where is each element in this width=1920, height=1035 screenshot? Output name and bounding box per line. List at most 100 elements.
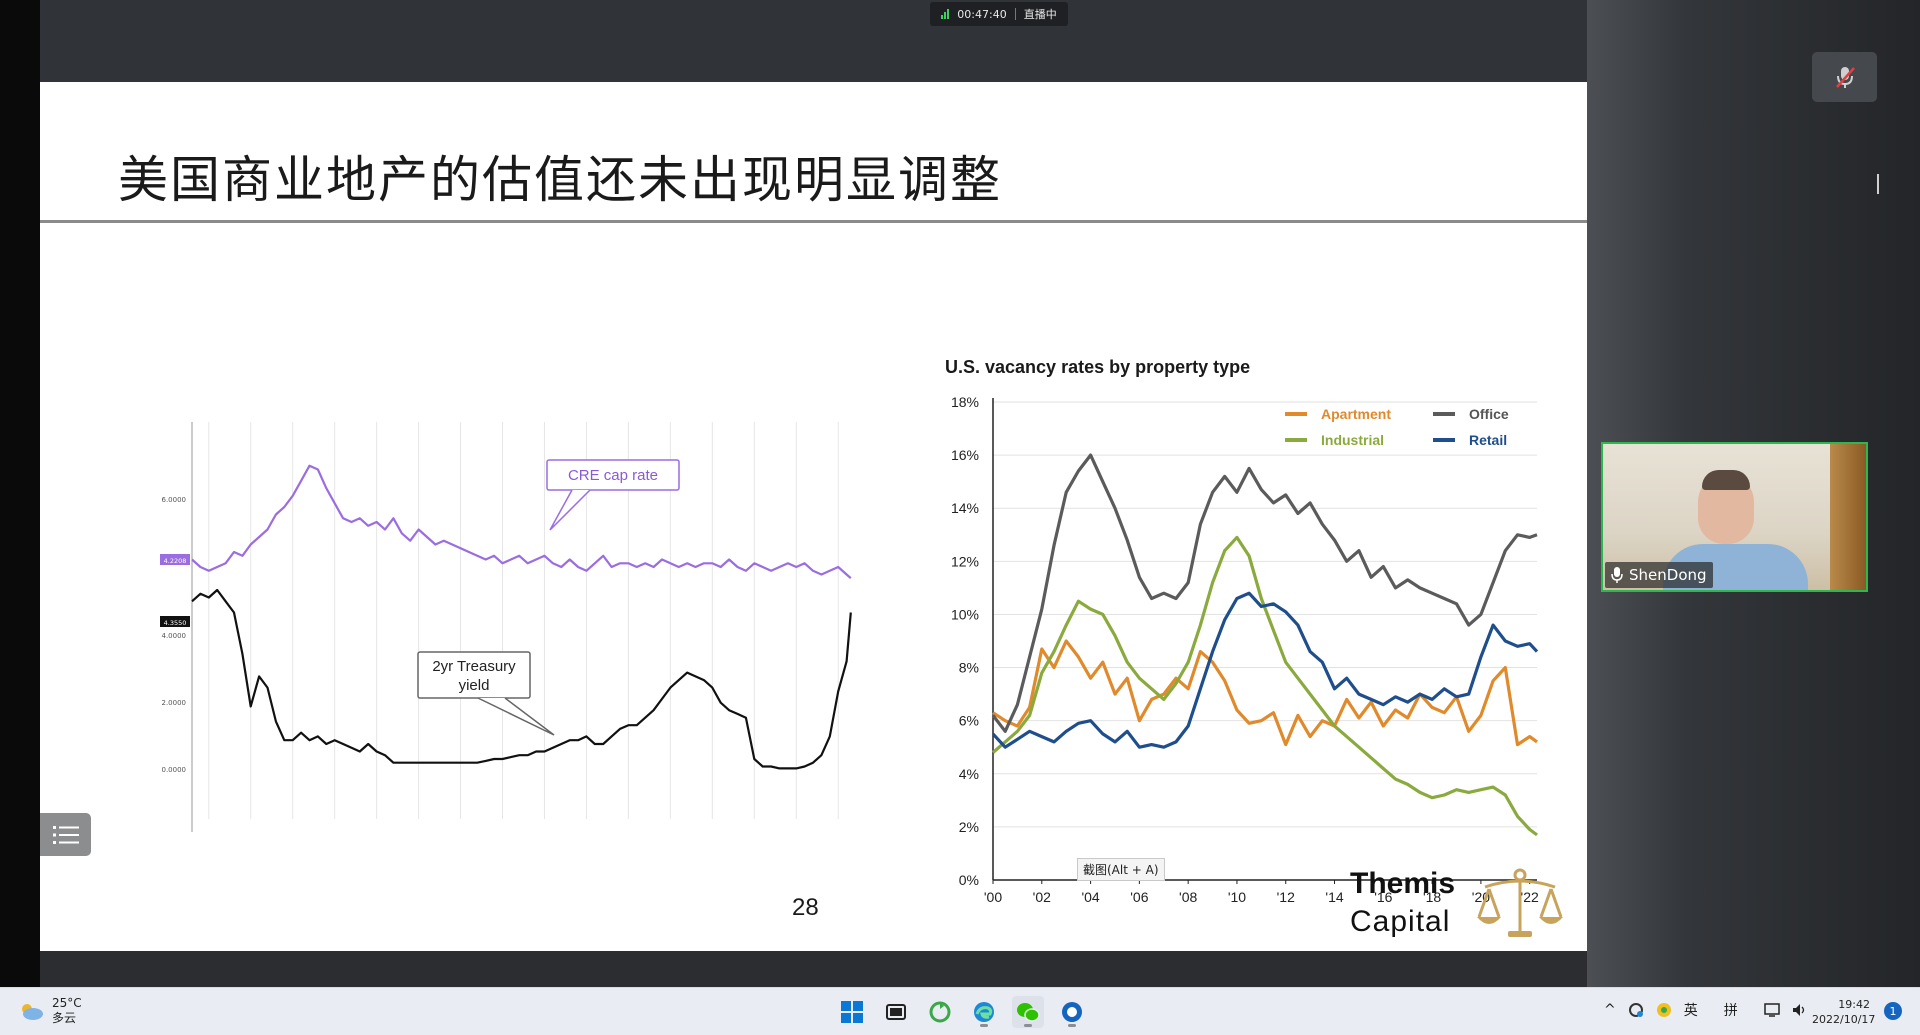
left-y-tick-label: 6.0000 [162, 496, 187, 504]
cap-rate-callout: CRE cap rate [546, 459, 680, 531]
vacancy-legend-item: Apartment [1285, 406, 1391, 422]
vacancy-y-tick-label: 10% [951, 606, 979, 622]
vacancy-x-tick-label: '18 [1423, 889, 1441, 905]
mic-off-icon [1835, 67, 1855, 88]
clock-time: 19:42 [1838, 998, 1870, 1011]
cloudy-icon [22, 1004, 43, 1020]
left-series-line [191, 464, 852, 580]
left-y-tick-label: 2.0000 [162, 699, 187, 707]
edge-browser-icon [974, 1002, 994, 1022]
vacancy-x-tick-label: '12 [1277, 889, 1295, 905]
live-status-badge[interactable]: 00:47:40 直播中 [930, 2, 1068, 26]
meeting-timer: 00:47:40 [957, 7, 1007, 21]
start-button[interactable] [836, 996, 868, 1028]
left-edge [0, 0, 40, 987]
vacancy-y-tick-label: 18% [951, 394, 979, 410]
notification-badge[interactable]: 1 [1884, 1002, 1902, 1020]
clock-date: 2022/10/17 [1812, 1013, 1876, 1026]
taskbar-app-meeting[interactable] [1056, 996, 1088, 1028]
treasury-callout-pointer [477, 697, 555, 736]
vacancy-series-industrial [991, 535, 1538, 837]
scales-icon [1477, 868, 1563, 937]
treasury-callout: 2yr Treasury yield [417, 651, 555, 736]
live-status-text: 直播中 [1023, 8, 1057, 21]
vacancy-x-tick-label: '02 [1033, 889, 1051, 905]
vacancy-x-tick-label: '04 [1081, 889, 1099, 905]
vacancy-legend-item: Office [1433, 406, 1509, 422]
screenshot-tooltip: 截图(Alt + A) [1077, 858, 1165, 881]
vacancy-x-tick-label: '00 [984, 889, 1002, 905]
network-icon[interactable] [1763, 1003, 1780, 1017]
left-value-tag-box [160, 616, 190, 627]
vacancy-series-apartment [992, 639, 1538, 747]
taskbar-app-edge[interactable] [968, 996, 1000, 1028]
title-divider [40, 220, 1587, 223]
vacancy-rate-chart: U.S. vacancy rates by property type 0% 2% 4… [945, 357, 1539, 905]
running-indicator [1024, 1024, 1032, 1027]
ime-language[interactable]: 英 [1683, 1003, 1698, 1019]
meeting-app-icon [1062, 1002, 1082, 1022]
logo-text-line2: Capital [1350, 905, 1451, 938]
vacancy-legend-item: Retail [1433, 432, 1507, 448]
list-icon [52, 825, 79, 844]
weather-widget[interactable]: 25°C 多云 [18, 996, 82, 1026]
running-indicator [980, 1024, 988, 1027]
vacancy-x-tick-label: '22 [1521, 889, 1539, 905]
page-number: 28 [792, 894, 819, 921]
vacancy-chart-title: U.S. vacancy rates by property type [945, 357, 1250, 377]
signal-icon [941, 9, 950, 19]
vacancy-x-tick-label: '06 [1130, 889, 1148, 905]
ime-mode[interactable]: 拼 [1723, 1003, 1738, 1019]
taskbar-apps [836, 996, 1088, 1028]
vacancy-y-tick-label: 14% [951, 500, 979, 516]
temperature: 25°C [52, 996, 82, 1010]
cap-rate-callout-text: CRE cap rate [568, 467, 658, 484]
left-series-line [191, 588, 852, 770]
vacancy-x-tick-label: '16 [1374, 889, 1392, 905]
vacancy-y-tick-label: 8% [959, 660, 979, 676]
security-app-icon[interactable] [1656, 1002, 1672, 1018]
chevron-up-icon[interactable]: ^ [1604, 1002, 1616, 1018]
vacancy-y-tick-label: 16% [951, 447, 979, 463]
left-value-tag: 4.2208 [160, 554, 190, 565]
vacancy-y-tick-label: 6% [959, 713, 979, 729]
vacancy-y-tick-label: 4% [959, 766, 979, 782]
task-view-icon [886, 1004, 906, 1020]
left-y-tick-label: 0.0000 [162, 766, 187, 774]
windows-taskbar: 25°C 多云 [0, 987, 1920, 1035]
video-speaker-hair [1702, 470, 1750, 490]
slide-outline-button[interactable] [40, 813, 91, 856]
vacancy-y-tick-label: 0% [959, 872, 979, 888]
sync-status-icon[interactable] [1628, 1002, 1644, 1018]
system-clock[interactable]: 19:42 2022/10/17 [1812, 997, 1876, 1027]
taskbar-app-wechat[interactable] [1012, 996, 1044, 1028]
windows-logo-icon [841, 1001, 863, 1023]
left-value-tag-box [160, 554, 190, 565]
participants-panel: ShenDong [1587, 0, 1920, 987]
left-value-tag-text: 4.3550 [164, 619, 187, 627]
speaker-name: ShenDong [1629, 566, 1707, 584]
meeting-top-bar: 00:47:40 直播中 [40, 0, 1587, 82]
vacancy-legend-item: Industrial [1285, 432, 1384, 448]
taskbar-app-sync[interactable] [924, 996, 956, 1028]
vacancy-legend-label: Office [1469, 406, 1509, 422]
system-tray: ^ 英 拼 [1604, 1000, 1808, 1020]
themis-capital-logo: Themis Capital [1350, 867, 1580, 957]
shared-slide: 美国商业地产的估值还未出现明显调整 2007200820092010201120… [40, 82, 1587, 951]
speaker-name-label: ShenDong [1605, 562, 1713, 588]
badge-divider [1014, 8, 1016, 20]
mute-toggle-button[interactable] [1812, 52, 1877, 102]
cap-rate-treasury-chart: 2007200820092010201120122013201420152016… [160, 422, 852, 832]
task-view-button[interactable] [880, 996, 912, 1028]
panel-edge-marker [1877, 174, 1879, 194]
running-indicator [1068, 1024, 1076, 1027]
volume-icon[interactable] [1792, 1003, 1808, 1017]
vacancy-legend-label: Industrial [1321, 432, 1384, 448]
speaker-video-tile[interactable]: ShenDong [1601, 442, 1868, 592]
cap-rate-callout-pointer [549, 489, 591, 531]
refresh-app-icon [929, 1001, 951, 1023]
vacancy-legend-label: Retail [1469, 432, 1507, 448]
video-background-door [1830, 444, 1866, 590]
vacancy-y-tick-label: 12% [951, 553, 979, 569]
